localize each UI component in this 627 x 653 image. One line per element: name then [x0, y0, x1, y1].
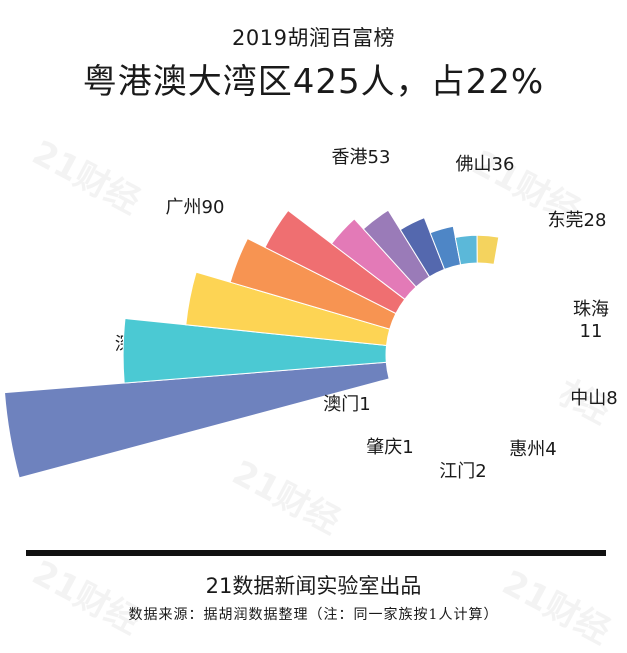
credit-line: 21数据新闻实验室出品	[205, 574, 422, 598]
segment-label-肇庆: 肇庆1	[366, 437, 413, 458]
segment-label-江门: 江门2	[439, 461, 486, 482]
rose-segment-佛山	[229, 237, 397, 330]
rose-segment-香港	[185, 271, 391, 347]
rose-segment-广州	[122, 317, 388, 384]
rose-segment-澳门	[476, 234, 500, 265]
rose-segment-江门	[429, 225, 462, 270]
segment-label-中山: 中山8	[570, 388, 617, 409]
rose-segment-珠海	[330, 218, 417, 301]
segment-label-佛山: 佛山36	[456, 154, 515, 175]
rose-segment-深圳	[3, 361, 390, 479]
source-note: 数据来源：据胡润数据整理（注：同一家族按1人计算）	[128, 607, 499, 623]
chart-title: 粤港澳大湾区425人，占22%	[82, 62, 545, 102]
segment-label-惠州: 惠州4	[509, 439, 556, 460]
divider	[26, 550, 606, 556]
segment-label-澳门: 澳门1	[323, 394, 370, 415]
rose-segment-东莞	[264, 209, 406, 315]
segment-label-珠海: 珠海 11	[573, 299, 609, 342]
rose-segment-惠州	[399, 217, 446, 278]
segment-label-东莞: 东莞28	[548, 210, 607, 231]
segment-label-广州: 广州90	[166, 197, 225, 218]
segment-label-香港: 香港53	[332, 147, 391, 168]
rose-center-hole	[386, 263, 570, 447]
rose-segment-中山	[362, 209, 431, 288]
chart-subtitle: 2019胡润百富榜	[232, 26, 395, 50]
